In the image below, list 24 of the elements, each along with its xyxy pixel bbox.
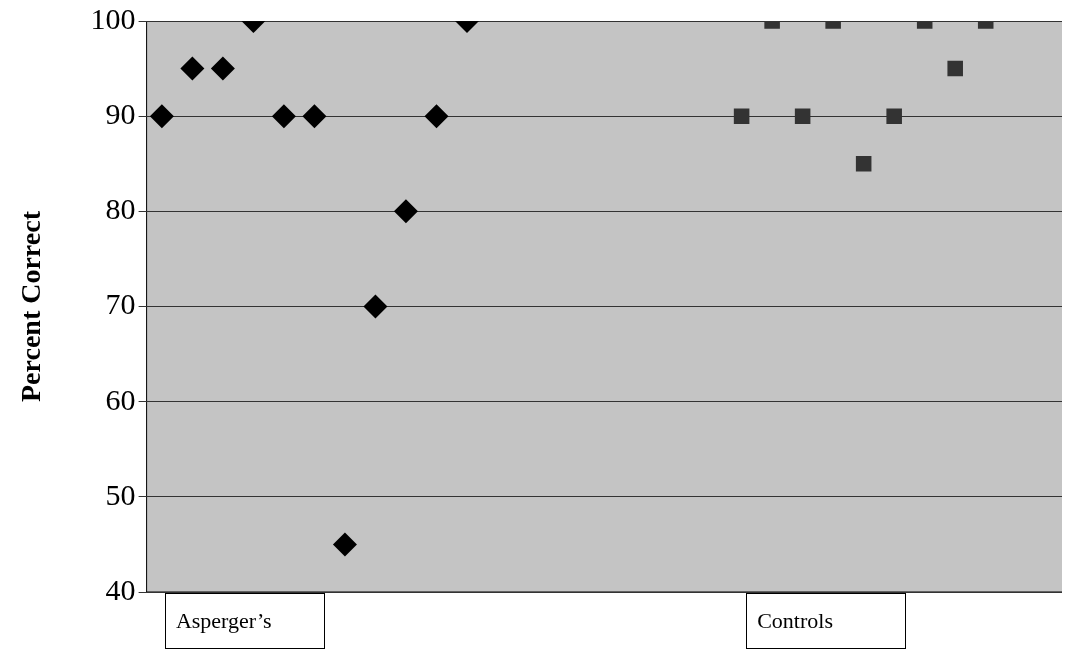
point <box>733 108 750 124</box>
point <box>271 104 296 129</box>
point <box>424 104 449 129</box>
y-axis-title: Percent Correct <box>15 210 47 402</box>
y-tick-label: 80 <box>105 192 136 226</box>
y-tick-label: 100 <box>90 1 136 35</box>
y-tick-label: 60 <box>105 382 136 416</box>
point <box>393 199 418 224</box>
point <box>947 60 963 77</box>
text: Asperger’s <box>164 593 325 649</box>
point <box>855 155 872 172</box>
point <box>794 108 811 124</box>
point <box>302 104 327 129</box>
y-tick-label: 90 <box>105 97 136 131</box>
point <box>210 56 235 81</box>
point <box>332 532 357 557</box>
y-tick-label: 50 <box>105 477 136 511</box>
y-tick-label: 40 <box>105 572 136 606</box>
text: Controls <box>746 593 907 649</box>
point <box>180 56 205 81</box>
point <box>363 294 388 319</box>
point <box>149 104 174 129</box>
point <box>886 108 902 124</box>
y-tick-label: 70 <box>105 287 136 321</box>
